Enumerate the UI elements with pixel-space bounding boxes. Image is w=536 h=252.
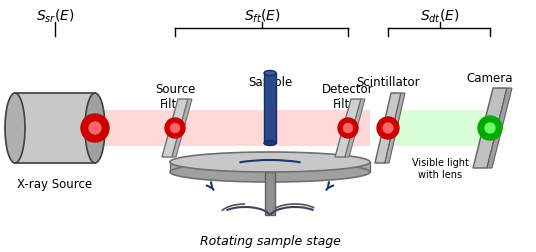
Text: Sample: Sample [248, 76, 292, 89]
Text: Scintillator: Scintillator [356, 76, 420, 89]
Circle shape [81, 114, 109, 142]
Ellipse shape [264, 71, 276, 76]
Polygon shape [265, 172, 275, 215]
Circle shape [383, 123, 393, 133]
Polygon shape [335, 99, 361, 157]
Polygon shape [375, 93, 401, 163]
Circle shape [170, 123, 180, 133]
Circle shape [485, 123, 495, 133]
Text: $S_{ft}(E)$: $S_{ft}(E)$ [243, 8, 280, 25]
Circle shape [165, 118, 185, 138]
Ellipse shape [5, 93, 25, 163]
Text: Source
Filter: Source Filter [155, 83, 195, 111]
Ellipse shape [264, 141, 276, 145]
Ellipse shape [170, 162, 370, 182]
Circle shape [478, 116, 502, 140]
Circle shape [377, 117, 399, 139]
Text: $S_{dt}(E)$: $S_{dt}(E)$ [420, 8, 460, 25]
Polygon shape [385, 93, 405, 163]
Text: X-ray Source: X-ray Source [18, 178, 93, 191]
Text: Rotating sample stage: Rotating sample stage [199, 235, 340, 248]
Polygon shape [162, 99, 188, 157]
Polygon shape [15, 93, 95, 163]
Polygon shape [487, 88, 512, 168]
Circle shape [338, 118, 358, 138]
Polygon shape [100, 110, 370, 146]
Text: Visible light
with lens: Visible light with lens [412, 158, 468, 180]
Ellipse shape [170, 152, 370, 172]
Polygon shape [170, 162, 370, 172]
Polygon shape [473, 88, 507, 168]
Text: Detector
Filter: Detector Filter [322, 83, 374, 111]
Polygon shape [345, 99, 365, 157]
Ellipse shape [85, 93, 105, 163]
Polygon shape [172, 99, 192, 157]
Text: Camera: Camera [467, 72, 513, 85]
Circle shape [344, 123, 353, 133]
Circle shape [89, 122, 101, 134]
Polygon shape [385, 110, 500, 146]
Text: $S_{sr}(E)$: $S_{sr}(E)$ [36, 8, 75, 25]
Polygon shape [264, 73, 276, 143]
